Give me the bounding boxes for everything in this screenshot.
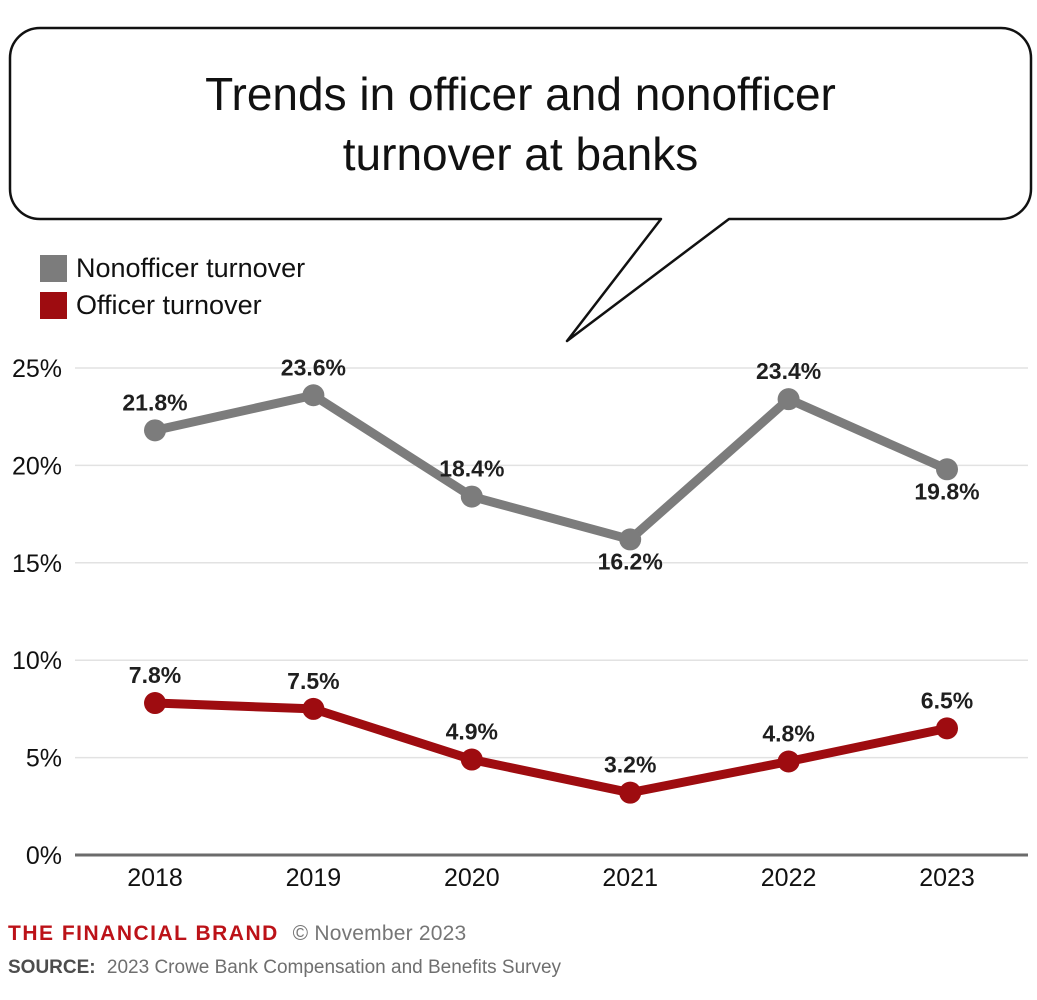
data-point (936, 458, 958, 481)
source-line: SOURCE: 2023 Crowe Bank Compensation and… (8, 953, 1008, 983)
value-label: 7.8% (129, 662, 181, 688)
brand-logo: THE FINANCIAL BRAND (8, 922, 279, 945)
data-point (619, 528, 642, 551)
series-line-nonofficer-turnover (150, 390, 952, 544)
chart-title-line2: turnover at banks (342, 127, 699, 180)
title-box: Trends in officer and nonofficer turnove… (10, 28, 1031, 219)
copyright-text: © November 2023 (292, 922, 467, 945)
value-label: 21.8% (122, 389, 187, 415)
value-label: 18.4% (439, 456, 504, 482)
data-point (777, 388, 800, 411)
x-tick-2019: 2019 (286, 864, 342, 892)
footer: THE FINANCIAL BRAND © November 2023 SOUR… (8, 919, 1008, 983)
value-label: 4.8% (762, 720, 814, 746)
nonofficer-swatch-icon (40, 255, 67, 282)
value-label: 16.2% (598, 548, 663, 574)
chart-title-line1: Trends in officer and nonofficer (205, 67, 836, 120)
value-label: 23.6% (281, 354, 346, 380)
data-point (144, 692, 166, 715)
value-label: 7.5% (287, 668, 339, 694)
value-label: 3.2% (604, 752, 656, 778)
legend-item-nonofficer: Nonofficer turnover (40, 250, 305, 287)
value-label: 23.4% (756, 358, 821, 384)
value-label: 4.9% (446, 719, 498, 745)
data-point (777, 750, 800, 773)
legend-label-officer: Officer turnover (76, 290, 262, 320)
brand-line: THE FINANCIAL BRAND © November 2023 (8, 919, 1008, 949)
data-point (460, 485, 483, 508)
legend-label-nonofficer: Nonofficer turnover (76, 253, 306, 283)
x-tick-2022: 2022 (761, 864, 817, 892)
data-point (302, 697, 325, 720)
value-label: 19.8% (914, 478, 979, 504)
data-point (619, 781, 642, 804)
source-text: 2023 Crowe Bank Compensation and Benefit… (106, 957, 562, 978)
legend-item-officer: Officer turnover (40, 287, 305, 324)
x-tick-2018: 2018 (127, 864, 183, 892)
y-tick-10%: 10% (12, 647, 62, 675)
data-point (936, 717, 958, 740)
x-tick-2021: 2021 (602, 864, 658, 892)
legend: Nonofficer turnover Officer turnover (40, 250, 305, 324)
x-tick-2020: 2020 (444, 864, 500, 892)
value-label: 6.5% (921, 687, 973, 713)
y-tick-0%: 0% (26, 842, 62, 870)
data-point (302, 384, 325, 407)
y-tick-20%: 20% (12, 452, 62, 480)
data-point (144, 419, 166, 442)
officer-swatch-icon (40, 292, 67, 319)
y-tick-25%: 25% (12, 355, 62, 383)
source-label: SOURCE: (8, 957, 96, 978)
data-point (460, 748, 483, 771)
x-tick-2023: 2023 (919, 864, 975, 892)
series-line-officer-turnover (150, 698, 952, 798)
y-tick-5%: 5% (26, 745, 62, 773)
y-tick-15%: 15% (12, 550, 62, 578)
